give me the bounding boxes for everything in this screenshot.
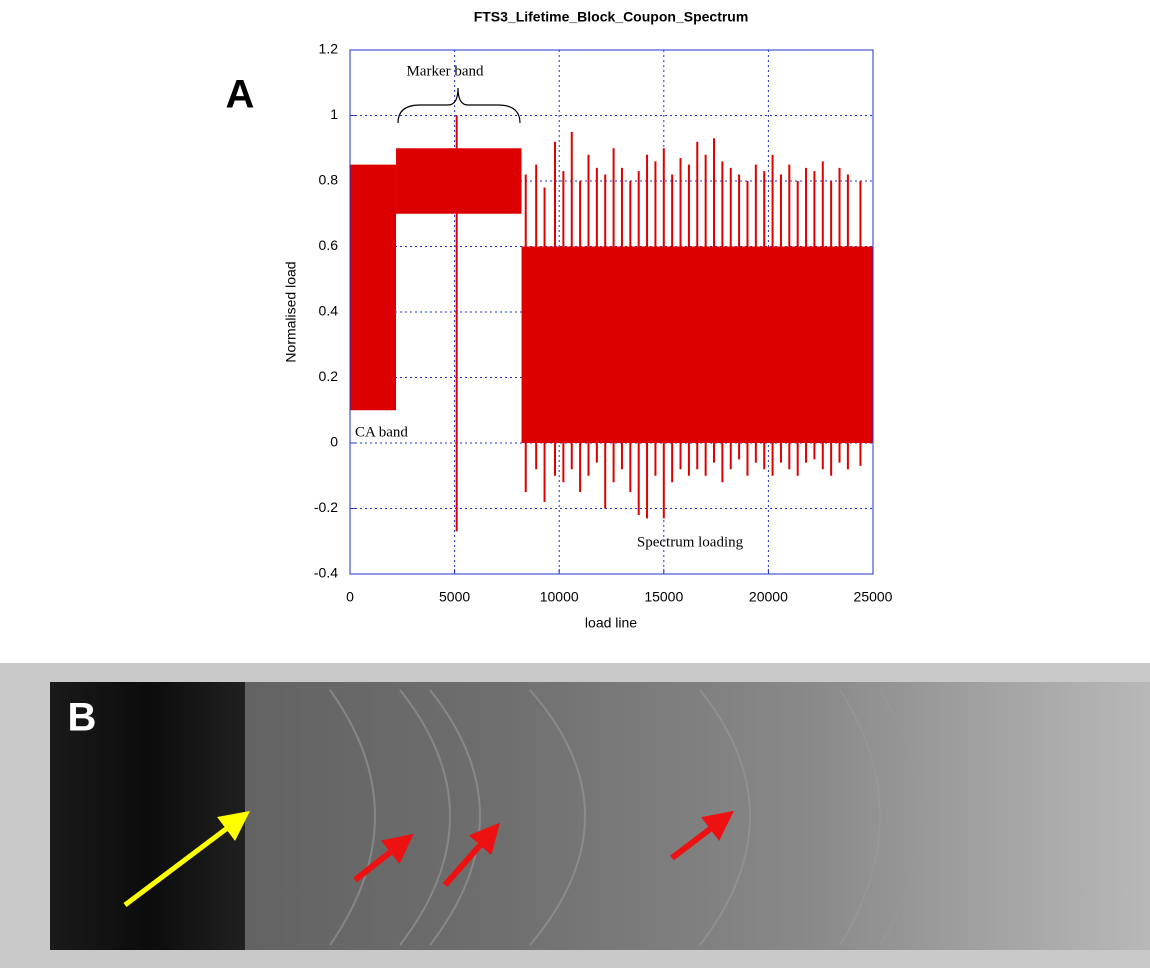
x-tick-label: 5000 — [439, 589, 470, 605]
red-arrow — [442, 822, 500, 887]
chart-title: FTS3_Lifetime_Block_Coupon_Spectrum — [474, 9, 749, 25]
y-tick-label: 1 — [330, 106, 338, 122]
x-tick-label: 15000 — [644, 589, 683, 605]
x-tick-label: 20000 — [749, 589, 788, 605]
plot-frame — [349, 49, 874, 575]
annotation: CA band — [355, 424, 408, 440]
y-tick-label: 0.2 — [319, 368, 339, 384]
y-tick-label: 0.8 — [319, 172, 339, 188]
beach-marks — [329, 689, 921, 946]
y-axis-label: Normalised load — [283, 261, 299, 362]
y-tick-label: 0 — [330, 434, 338, 450]
fracture-photo: B — [0, 663, 1150, 968]
red-arrow — [670, 810, 734, 861]
notch-region — [50, 682, 245, 950]
yellow-arrow — [123, 810, 250, 907]
load-band — [396, 148, 522, 214]
y-tick-label: -0.4 — [314, 565, 338, 581]
x-axis-label: load line — [585, 615, 637, 631]
annotation: Spectrum loading — [637, 534, 744, 550]
data-layer — [350, 115, 873, 532]
panel-label: B — [68, 696, 97, 740]
brace — [397, 87, 521, 124]
x-tick-label: 0 — [346, 589, 354, 605]
x-tick-label: 10000 — [540, 589, 579, 605]
chart-panel: FTS3_Lifetime_Block_Coupon_Spectrum A lo… — [226, 9, 893, 631]
y-tick-label: 1.2 — [319, 41, 339, 57]
y-tick-label: 0.6 — [319, 237, 339, 253]
y-tick-label: -0.2 — [314, 499, 338, 515]
load-band — [350, 164, 397, 411]
panel-label: A — [226, 73, 255, 117]
x-tick-label: 25000 — [854, 589, 893, 605]
y-tick-label: 0.4 — [319, 303, 339, 319]
red-arrow — [353, 833, 414, 883]
annotation: Marker band — [406, 63, 484, 79]
